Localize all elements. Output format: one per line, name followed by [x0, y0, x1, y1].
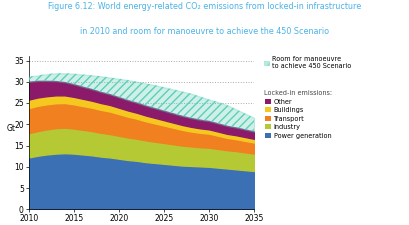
- Text: Figure 6.12: World energy-related CO₂ emissions from locked-in infrastructure: Figure 6.12: World energy-related CO₂ em…: [48, 2, 361, 11]
- Legend: Other, Buildings, Transport, Industry, Power generation: Other, Buildings, Transport, Industry, P…: [263, 90, 332, 139]
- Text: in 2010 and room for manoeuvre to achieve the 450 Scenario: in 2010 and room for manoeuvre to achiev…: [80, 27, 329, 36]
- Y-axis label: Gt: Gt: [7, 124, 16, 133]
